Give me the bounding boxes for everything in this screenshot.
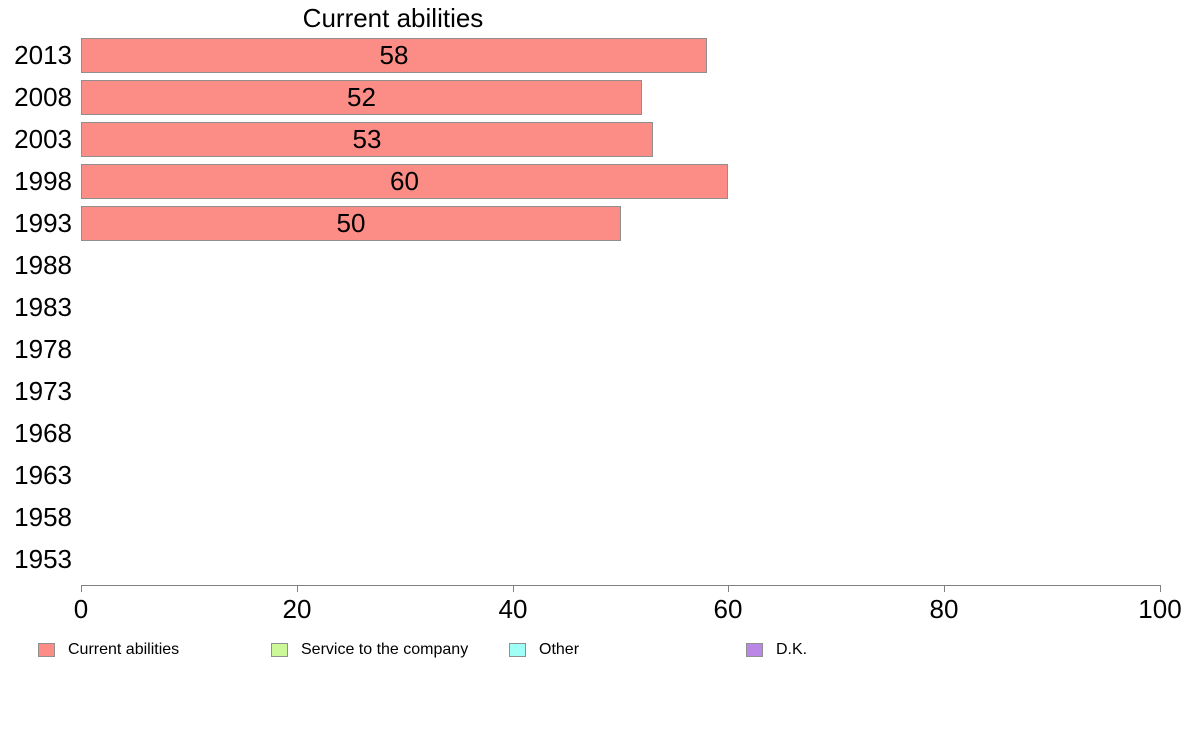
bar — [81, 38, 707, 73]
y-axis-label: 1978 — [14, 334, 72, 364]
x-tick-label: 0 — [73, 594, 89, 624]
x-tick — [944, 585, 945, 592]
bar-value-label: 60 — [390, 166, 419, 196]
x-tick-label: 20 — [282, 594, 312, 624]
chart-title: Current abilities — [302, 3, 484, 33]
legend-label: D.K. — [776, 641, 808, 658]
bar — [81, 80, 642, 115]
legend-swatch — [746, 643, 763, 657]
x-tick-label: 60 — [713, 594, 743, 624]
y-axis-label: 1973 — [14, 376, 72, 406]
y-axis-label: 2008 — [14, 82, 72, 112]
y-axis-label: 1993 — [14, 208, 72, 238]
x-tick-label: 100 — [1138, 594, 1182, 624]
x-tick — [728, 585, 729, 592]
bar — [81, 206, 621, 241]
legend-swatch — [38, 643, 55, 657]
legend-label: Current abilities — [68, 641, 180, 658]
legend-label: Service to the company — [301, 641, 469, 658]
y-axis-label: 1998 — [14, 166, 72, 196]
bar — [81, 164, 728, 199]
x-tick-label: 40 — [498, 594, 528, 624]
y-axis-label: 1958 — [14, 502, 72, 532]
bar-value-label: 58 — [379, 40, 409, 70]
legend-swatch — [509, 643, 526, 657]
legend-swatch — [271, 643, 288, 657]
y-axis-label: 1983 — [14, 292, 72, 322]
bar — [81, 122, 653, 157]
y-axis-label: 1963 — [14, 460, 72, 490]
bar-value-label: 52 — [347, 82, 376, 112]
x-tick — [1160, 585, 1161, 592]
x-tick — [297, 585, 298, 592]
x-axis-line — [81, 585, 1161, 586]
y-axis-label: 1988 — [14, 250, 72, 280]
legend-label: Other — [539, 641, 580, 658]
y-axis-label: 2013 — [14, 40, 72, 70]
x-tick — [513, 585, 514, 592]
x-tick-label: 80 — [929, 594, 959, 624]
y-axis-label: 1953 — [14, 544, 72, 574]
y-axis-label: 2003 — [14, 124, 72, 154]
y-axis-label: 1968 — [14, 418, 72, 448]
x-tick — [81, 585, 82, 592]
bar-value-label: 53 — [352, 124, 382, 154]
bar-value-label: 50 — [336, 208, 366, 238]
